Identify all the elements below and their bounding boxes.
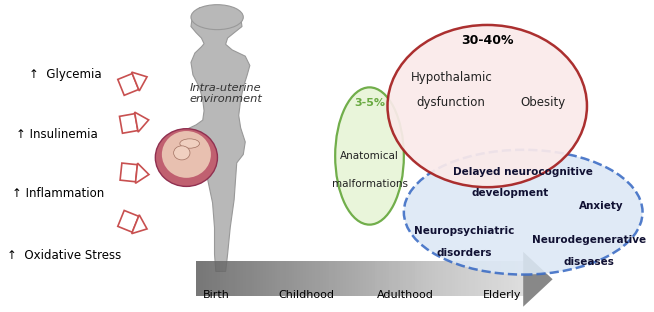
Polygon shape — [131, 215, 147, 234]
Polygon shape — [120, 163, 137, 182]
Text: Childhood: Childhood — [278, 290, 334, 300]
Text: ↑ Insulinemia: ↑ Insulinemia — [16, 128, 98, 141]
Circle shape — [191, 5, 243, 30]
Text: 30-40%: 30-40% — [461, 34, 513, 47]
Text: Birth: Birth — [202, 290, 230, 300]
Text: Adulthood: Adulthood — [377, 290, 434, 300]
Polygon shape — [118, 74, 139, 95]
Text: Intra-uterine
environment: Intra-uterine environment — [189, 83, 262, 105]
Text: Delayed neurocognitive: Delayed neurocognitive — [453, 167, 593, 177]
Text: Hypothalamic: Hypothalamic — [411, 71, 492, 85]
Polygon shape — [120, 114, 138, 133]
Text: Elderly: Elderly — [483, 290, 521, 300]
Text: 3-5%: 3-5% — [354, 98, 385, 108]
Ellipse shape — [335, 87, 404, 225]
Polygon shape — [523, 252, 553, 307]
Ellipse shape — [404, 150, 643, 275]
Ellipse shape — [156, 129, 217, 187]
Circle shape — [180, 139, 199, 148]
Text: Obesity: Obesity — [520, 96, 566, 110]
Text: malformations: malformations — [332, 179, 407, 189]
Text: dysfunction: dysfunction — [417, 96, 486, 110]
Polygon shape — [169, 6, 250, 271]
Text: ↑ Inflammation: ↑ Inflammation — [12, 187, 104, 200]
Ellipse shape — [162, 131, 211, 178]
Text: Anxiety: Anxiety — [579, 201, 624, 211]
Text: ↑  Oxidative Stress: ↑ Oxidative Stress — [7, 249, 121, 262]
Polygon shape — [135, 163, 149, 183]
Ellipse shape — [174, 146, 190, 160]
Text: disorders: disorders — [437, 248, 492, 258]
Polygon shape — [131, 72, 147, 91]
Text: diseases: diseases — [563, 257, 614, 267]
Text: Anatomical: Anatomical — [340, 151, 399, 161]
Ellipse shape — [387, 25, 587, 187]
Text: ↑  Glycemia: ↑ Glycemia — [29, 68, 102, 81]
Polygon shape — [135, 112, 148, 132]
Text: Neurodegenerative: Neurodegenerative — [532, 235, 645, 245]
Text: Neuropsychiatric: Neuropsychiatric — [414, 226, 515, 236]
Polygon shape — [118, 211, 139, 232]
Text: development: development — [472, 188, 549, 198]
